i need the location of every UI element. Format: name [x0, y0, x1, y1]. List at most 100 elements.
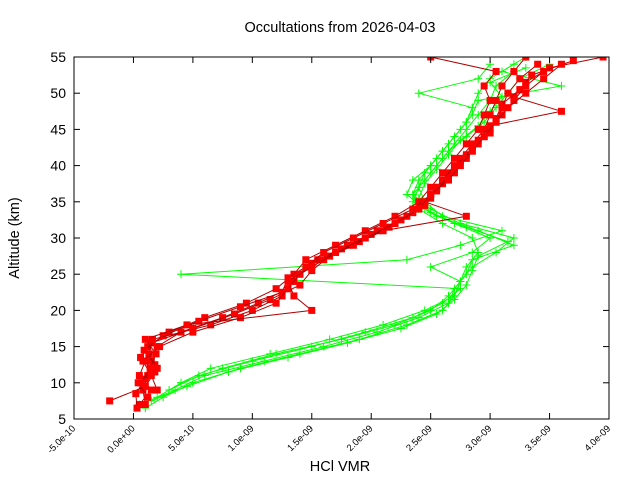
y-tick-label: 20 — [50, 302, 66, 318]
square-marker — [147, 372, 155, 380]
square-marker — [486, 111, 494, 119]
square-marker — [146, 364, 154, 372]
plus-marker — [468, 103, 477, 112]
square-marker — [557, 60, 565, 68]
square-marker — [189, 325, 197, 332]
square-marker — [534, 60, 542, 68]
plus-marker — [177, 378, 185, 387]
square-marker — [296, 281, 304, 289]
chart-title: Occultations from 2026-04-03 — [244, 20, 435, 36]
plus-marker — [474, 252, 483, 261]
plus-marker — [147, 396, 156, 405]
square-marker — [456, 154, 464, 162]
square-marker — [284, 285, 292, 293]
plus-marker — [462, 281, 471, 290]
plus-marker — [462, 223, 471, 232]
square-marker — [445, 172, 452, 180]
y-tick-label: 15 — [50, 339, 66, 355]
square-marker — [462, 140, 470, 148]
square-marker — [132, 390, 140, 398]
square-marker — [391, 220, 399, 228]
x-tick-label: -5.0e-10 — [45, 423, 78, 456]
square-marker — [504, 89, 512, 97]
square-marker — [141, 335, 149, 343]
square-marker — [361, 227, 369, 235]
plus-marker — [468, 262, 477, 271]
square-marker — [486, 129, 494, 137]
square-marker — [338, 245, 345, 253]
plus-marker — [474, 74, 483, 83]
x-axis-label: HCl VMR — [310, 459, 370, 475]
square-marker — [141, 382, 149, 390]
profile-line — [138, 57, 497, 405]
plus-marker — [432, 310, 441, 319]
x-tick-label: 2.5e-09 — [404, 423, 435, 454]
square-marker — [349, 241, 357, 249]
square-marker — [137, 379, 145, 387]
plus-marker — [408, 176, 417, 185]
y-axis-label: Altitude (km) — [7, 197, 23, 278]
x-tick-label: 2.0e-09 — [345, 423, 376, 454]
plus-marker — [474, 96, 483, 105]
y-tick-label: 5 — [58, 411, 66, 427]
square-marker — [492, 67, 500, 75]
square-marker — [450, 162, 458, 170]
plus-marker — [206, 364, 215, 373]
square-marker — [266, 296, 274, 304]
square-marker — [189, 328, 197, 336]
square-marker — [231, 310, 238, 318]
square-marker — [409, 205, 417, 213]
square-marker — [140, 346, 148, 354]
square-marker — [439, 176, 447, 184]
plus-marker — [474, 89, 483, 98]
square-marker — [349, 234, 357, 242]
square-marker — [456, 158, 464, 166]
plus-marker — [498, 226, 506, 235]
square-marker — [468, 140, 476, 148]
plus-marker — [325, 335, 334, 344]
profile-line — [145, 63, 515, 409]
square-marker — [195, 317, 203, 325]
plus-marker — [224, 367, 233, 376]
square-marker — [468, 144, 476, 151]
square-marker — [284, 274, 292, 282]
plus-marker — [462, 132, 471, 141]
square-marker — [516, 75, 524, 83]
y-tick-label: 45 — [50, 121, 66, 137]
square-marker — [540, 67, 548, 75]
x-tick-label: 0.0e+00 — [105, 423, 137, 455]
plus-marker — [182, 382, 191, 391]
square-marker — [540, 75, 548, 83]
plus-marker — [165, 386, 174, 395]
plus-marker — [444, 147, 453, 156]
plus-marker — [391, 320, 399, 329]
plus-marker — [521, 63, 530, 72]
x-tick-label: 3.5e-09 — [523, 423, 554, 454]
square-marker — [272, 285, 280, 293]
plus-marker — [426, 205, 435, 214]
plus-marker — [456, 277, 465, 286]
square-marker — [151, 368, 159, 376]
plus-marker — [414, 89, 423, 98]
plus-marker — [462, 118, 471, 127]
plus-marker — [509, 241, 518, 250]
square-marker — [474, 125, 482, 133]
square-marker — [445, 176, 452, 184]
square-marker — [308, 306, 316, 314]
square-marker — [379, 220, 387, 228]
plus-marker — [468, 255, 477, 264]
square-marker — [427, 191, 435, 199]
square-marker — [137, 353, 145, 361]
plus-marker — [462, 125, 471, 134]
square-marker — [242, 299, 250, 307]
plus-marker — [456, 241, 465, 250]
plus-marker — [402, 255, 411, 264]
square-marker — [272, 299, 280, 307]
square-marker — [314, 256, 322, 264]
square-marker — [415, 198, 423, 206]
square-marker — [373, 227, 381, 235]
y-tick-label: 40 — [50, 158, 66, 174]
square-marker — [144, 343, 152, 351]
plus-marker — [509, 234, 518, 242]
